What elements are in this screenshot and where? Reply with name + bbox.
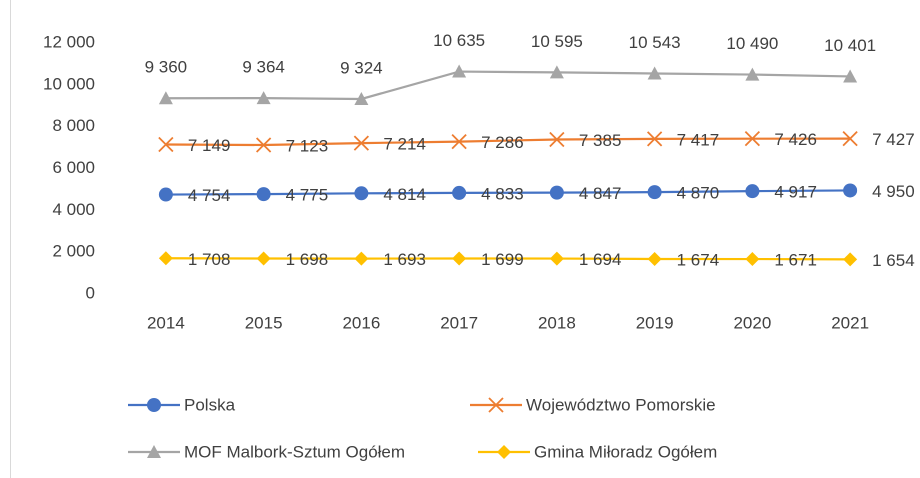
data-label: 1 693 [383, 250, 426, 269]
marker [256, 91, 271, 105]
marker [158, 187, 173, 202]
legend-marker [147, 445, 161, 458]
marker [647, 185, 662, 200]
marker [744, 131, 761, 147]
data-label: 10 543 [629, 33, 681, 52]
data-label: 7 417 [677, 130, 720, 149]
legend-marker [497, 445, 511, 459]
data-label: 1 708 [188, 250, 231, 269]
marker [549, 185, 564, 200]
data-label: 7 286 [481, 133, 524, 152]
x-tick-label: 2019 [636, 313, 674, 332]
data-label: 7 149 [188, 136, 231, 155]
y-tick-label: 0 [86, 283, 95, 302]
legend-label: Polska [184, 395, 236, 414]
legend-label: Województwo Pomorskie [526, 395, 716, 414]
marker [255, 137, 272, 153]
marker [549, 131, 565, 148]
marker [256, 187, 271, 202]
data-label: 1 698 [286, 250, 329, 269]
data-label: 10 635 [433, 31, 485, 50]
data-label: 7 385 [579, 131, 622, 150]
marker [354, 186, 369, 201]
marker [745, 252, 760, 267]
x-tick-label: 2015 [245, 313, 283, 332]
marker [549, 251, 564, 266]
marker [354, 91, 369, 105]
y-tick-label: 4 000 [52, 200, 95, 219]
y-tick-label: 2 000 [52, 242, 95, 261]
marker [451, 133, 467, 150]
x-tick-label: 2021 [831, 313, 869, 332]
data-label: 1 671 [774, 251, 817, 270]
data-label: 10 595 [531, 32, 583, 51]
data-label: 9 360 [145, 58, 188, 77]
marker [646, 131, 663, 147]
marker [842, 131, 858, 147]
data-label: 10 401 [824, 36, 876, 55]
series-line [165, 137, 851, 147]
marker [549, 65, 564, 79]
data-label: 7 427 [872, 130, 915, 149]
data-label: 4 847 [579, 184, 622, 203]
data-label: 1 699 [481, 250, 524, 269]
marker [158, 91, 173, 105]
legend-marker [488, 397, 504, 413]
y-tick-label: 6 000 [52, 158, 95, 177]
marker [452, 251, 467, 266]
x-tick-label: 2016 [342, 313, 380, 332]
data-label: 7 123 [286, 136, 329, 155]
marker [452, 185, 467, 200]
x-tick-label: 2014 [147, 313, 185, 332]
series-line [165, 189, 851, 196]
x-tick-label: 2020 [733, 313, 771, 332]
y-tick-label: 8 000 [52, 116, 95, 135]
data-label: 4 870 [677, 184, 720, 203]
data-label: 1 654 [872, 251, 915, 270]
data-label: 4 754 [188, 186, 231, 205]
data-label: 7 426 [774, 130, 817, 149]
marker [158, 136, 174, 153]
data-label: 10 490 [726, 34, 778, 53]
data-label: 4 950 [872, 182, 915, 201]
legend-marker [147, 398, 161, 412]
x-tick-label: 2018 [538, 313, 576, 332]
data-label: 1 674 [677, 250, 720, 269]
marker [843, 69, 858, 83]
marker [843, 252, 858, 267]
y-tick-label: 12 000 [43, 32, 95, 51]
data-label: 1 694 [579, 250, 622, 269]
marker [843, 183, 858, 198]
data-label: 4 775 [286, 186, 329, 205]
marker [256, 251, 271, 266]
marker [745, 184, 760, 199]
data-label: 9 324 [340, 58, 383, 77]
chart-border [10, 0, 11, 478]
marker [353, 135, 370, 151]
y-tick-label: 10 000 [43, 74, 95, 93]
series-line [165, 257, 851, 261]
data-label: 4 917 [774, 183, 817, 202]
legend-label: MOF Malbork-Sztum Ogółem [184, 442, 405, 461]
legend-label: Gmina Miłoradz Ogółem [534, 442, 717, 461]
marker [745, 67, 760, 81]
data-label: 4 833 [481, 184, 524, 203]
marker [647, 251, 662, 266]
marker [158, 251, 173, 266]
data-label: 9 364 [242, 58, 285, 77]
series-line [165, 70, 851, 101]
x-tick-label: 2017 [440, 313, 478, 332]
data-label: 4 814 [383, 185, 426, 204]
marker [354, 251, 369, 266]
data-label: 7 214 [383, 135, 426, 154]
marker [452, 64, 467, 78]
marker [647, 66, 662, 80]
